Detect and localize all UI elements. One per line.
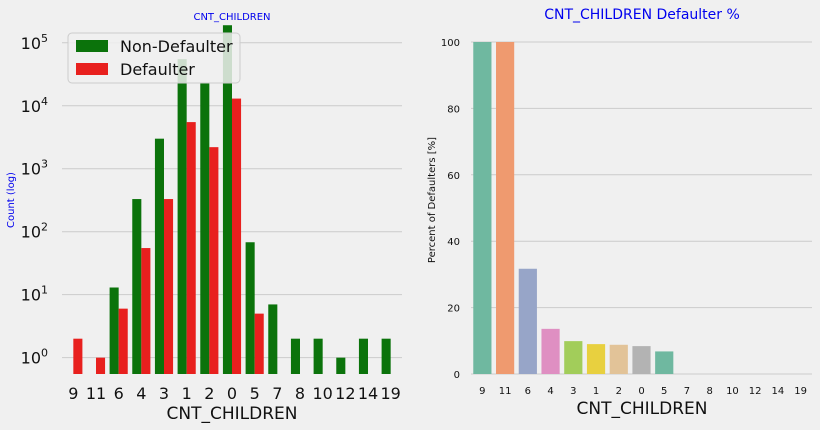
percent-chart-title: CNT_CHILDREN Defaulter % bbox=[544, 7, 740, 23]
count-bar-non-defaulter bbox=[268, 304, 278, 374]
count-bar-non-defaulter bbox=[336, 357, 346, 374]
percent-bar bbox=[496, 42, 515, 374]
percent-xtick-label: 9 bbox=[479, 386, 485, 397]
count-xtick-label: 7 bbox=[272, 384, 282, 403]
count-bar-defaulter bbox=[254, 313, 264, 374]
legend: Non-Defaulter Defaulter bbox=[67, 32, 241, 84]
count-bar-defaulter bbox=[73, 338, 83, 374]
percent-xtick-label: 5 bbox=[661, 386, 667, 397]
count-ytick-label: 105 bbox=[21, 32, 48, 53]
count-bar-non-defaulter bbox=[358, 338, 368, 374]
count-bar-non-defaulter bbox=[245, 242, 255, 374]
percent-chart: CNT_CHILDREN Defaulter % Percent of Defa… bbox=[427, 7, 812, 419]
count-ytick-label: 101 bbox=[21, 284, 48, 305]
count-bar-non-defaulter bbox=[109, 287, 119, 374]
count-xtick-label: 6 bbox=[114, 384, 124, 403]
percent-ytick-label: 60 bbox=[447, 171, 460, 182]
count-bar-non-defaulter bbox=[200, 82, 210, 374]
percent-chart-xticks: 9 11 6 4 3 1 2 0 5 7 8 10 12 14 19 bbox=[479, 386, 807, 397]
percent-bar bbox=[632, 346, 651, 374]
percent-ytick-label: 0 bbox=[454, 370, 460, 381]
percent-xtick-label: 14 bbox=[772, 386, 785, 397]
count-bar-defaulter bbox=[141, 248, 151, 374]
count-xtick-label: 4 bbox=[136, 384, 146, 403]
count-bar-non-defaulter bbox=[313, 338, 323, 374]
percent-xtick-label: 7 bbox=[684, 386, 690, 397]
count-xtick-label: 14 bbox=[358, 384, 378, 403]
percent-xtick-label: 3 bbox=[570, 386, 576, 397]
count-bar-non-defaulter bbox=[154, 138, 164, 374]
count-chart-title: CNT_CHILDREN bbox=[193, 12, 270, 23]
count-bar-defaulter bbox=[118, 308, 128, 374]
count-xtick-label: 5 bbox=[250, 384, 260, 403]
count-xtick-label: 3 bbox=[159, 384, 169, 403]
count-bar-defaulter bbox=[232, 98, 242, 374]
legend-swatch-defaulter bbox=[76, 63, 108, 75]
count-xtick-label: 8 bbox=[295, 384, 305, 403]
percent-bar bbox=[518, 268, 537, 374]
percent-xtick-label: 19 bbox=[794, 386, 807, 397]
count-bar-non-defaulter bbox=[381, 338, 391, 374]
count-bar-non-defaulter bbox=[132, 199, 142, 374]
count-bar-non-defaulter bbox=[222, 25, 232, 374]
count-xtick-label: 2 bbox=[204, 384, 214, 403]
percent-ytick-label: 100 bbox=[441, 38, 460, 49]
percent-chart-yticks: 0 20 40 60 80 100 bbox=[441, 38, 460, 381]
percent-xtick-label: 2 bbox=[616, 386, 622, 397]
percent-xtick-label: 1 bbox=[593, 386, 599, 397]
count-chart-xticks: 9 11 6 4 3 1 2 0 5 7 8 10 12 14 19 bbox=[68, 384, 401, 403]
count-chart-ylabel: Count (log) bbox=[6, 172, 17, 228]
count-xtick-label: 0 bbox=[227, 384, 237, 403]
percent-bar bbox=[609, 344, 628, 374]
count-chart-xlabel: CNT_CHILDREN bbox=[167, 404, 298, 424]
count-xtick-label: 1 bbox=[182, 384, 192, 403]
percent-bar bbox=[541, 328, 560, 374]
legend-label-non-defaulter: Non-Defaulter bbox=[120, 37, 233, 56]
count-ytick-label: 104 bbox=[21, 95, 48, 116]
percent-ytick-label: 40 bbox=[447, 237, 460, 248]
legend-label-defaulter: Defaulter bbox=[120, 60, 195, 79]
count-ytick-label: 103 bbox=[21, 158, 48, 179]
count-chart: CNT_CHILDREN Count (log) CNT_CHILDREN 10… bbox=[6, 12, 402, 424]
count-xtick-label: 19 bbox=[380, 384, 400, 403]
percent-ytick-label: 80 bbox=[447, 104, 460, 115]
count-ytick-label: 102 bbox=[21, 221, 48, 242]
percent-xtick-label: 11 bbox=[499, 386, 512, 397]
percent-xtick-label: 12 bbox=[749, 386, 762, 397]
count-bar-defaulter bbox=[164, 199, 174, 374]
count-bar-non-defaulter bbox=[177, 59, 187, 374]
percent-bar bbox=[473, 42, 492, 374]
count-ytick-label: 100 bbox=[21, 347, 48, 368]
legend-box bbox=[67, 32, 241, 84]
percent-chart-bars bbox=[473, 42, 674, 374]
percent-bar bbox=[655, 351, 674, 374]
percent-bar bbox=[586, 344, 606, 374]
count-bar-defaulter bbox=[96, 357, 106, 374]
percent-xtick-label: 6 bbox=[525, 386, 531, 397]
percent-xtick-label: 10 bbox=[726, 386, 739, 397]
count-xtick-label: 10 bbox=[312, 384, 332, 403]
percent-chart-ylabel: Percent of Defaulters [%] bbox=[427, 137, 438, 263]
count-xtick-label: 12 bbox=[335, 384, 355, 403]
count-xtick-label: 11 bbox=[86, 384, 106, 403]
percent-ytick-label: 20 bbox=[447, 304, 460, 315]
legend-swatch-non-defaulter bbox=[76, 40, 108, 52]
percent-chart-xlabel: CNT_CHILDREN bbox=[577, 399, 708, 419]
count-chart-bars bbox=[73, 25, 391, 374]
count-xtick-label: 9 bbox=[68, 384, 78, 403]
count-bar-non-defaulter bbox=[290, 338, 300, 374]
percent-bar bbox=[564, 341, 583, 374]
percent-xtick-label: 4 bbox=[547, 386, 553, 397]
count-bar-defaulter bbox=[186, 122, 196, 374]
count-bar-defaulter bbox=[209, 147, 219, 374]
count-chart-yticks: 100 101 102 103 104 105 bbox=[21, 32, 48, 368]
percent-xtick-label: 0 bbox=[638, 386, 644, 397]
percent-xtick-label: 8 bbox=[707, 386, 713, 397]
